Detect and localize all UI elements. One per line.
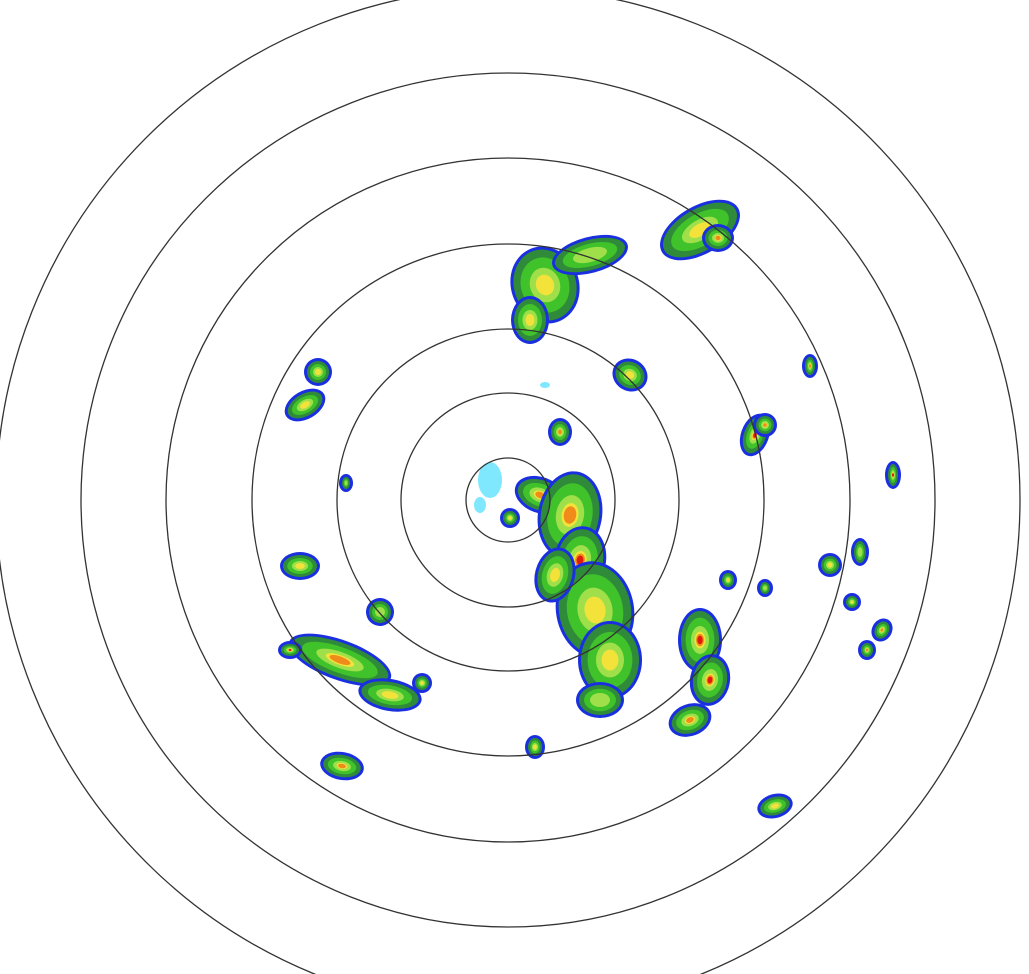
echo-cell xyxy=(809,364,811,368)
echo-cell xyxy=(300,401,310,409)
echo-cell xyxy=(550,567,560,583)
echo-cell xyxy=(572,246,608,264)
echo-cell xyxy=(508,516,512,520)
echo-cell xyxy=(880,628,884,632)
echo-cell xyxy=(344,480,348,486)
echo-cell xyxy=(295,563,305,569)
echo-cell xyxy=(576,555,584,565)
echo-cell xyxy=(474,497,486,513)
echo-cell xyxy=(865,648,869,652)
echo-cell xyxy=(707,676,713,684)
echo-cell xyxy=(770,803,780,809)
echo-cell xyxy=(686,717,694,723)
echo-cell xyxy=(892,473,894,477)
echo-cell xyxy=(827,562,833,568)
echo-cell xyxy=(601,649,619,671)
echo-cell xyxy=(525,314,535,326)
echo-cell xyxy=(329,654,351,666)
range-ring xyxy=(465,457,551,543)
echo-cell xyxy=(533,744,537,750)
echo-cell xyxy=(857,547,863,557)
echo-cell xyxy=(540,382,550,388)
echo-cell xyxy=(697,635,703,645)
echo-cell xyxy=(563,506,577,524)
echo-cell xyxy=(315,369,321,375)
echo-cell xyxy=(535,274,555,296)
echo-cell xyxy=(420,681,424,685)
echo-cell xyxy=(763,423,767,427)
echo-cell xyxy=(726,578,730,582)
echo-cell xyxy=(558,429,562,435)
echo-cell xyxy=(478,462,502,498)
echo-cell xyxy=(715,235,721,241)
echo-cell xyxy=(288,649,292,651)
echo-cell xyxy=(625,371,635,379)
echo-cell xyxy=(584,596,606,624)
range-ring xyxy=(400,392,616,608)
echo-cell xyxy=(381,691,399,699)
range-ring xyxy=(165,157,851,843)
echo-cell xyxy=(689,222,711,238)
echo-cell xyxy=(850,600,854,604)
echo-cell xyxy=(590,693,610,707)
range-ring xyxy=(251,243,765,757)
precipitation-echoes xyxy=(278,199,901,819)
echo-cell xyxy=(763,585,767,591)
range-ring xyxy=(80,72,936,928)
echo-cell xyxy=(338,763,346,769)
echo-cell xyxy=(375,607,385,617)
range-ring xyxy=(336,328,680,672)
